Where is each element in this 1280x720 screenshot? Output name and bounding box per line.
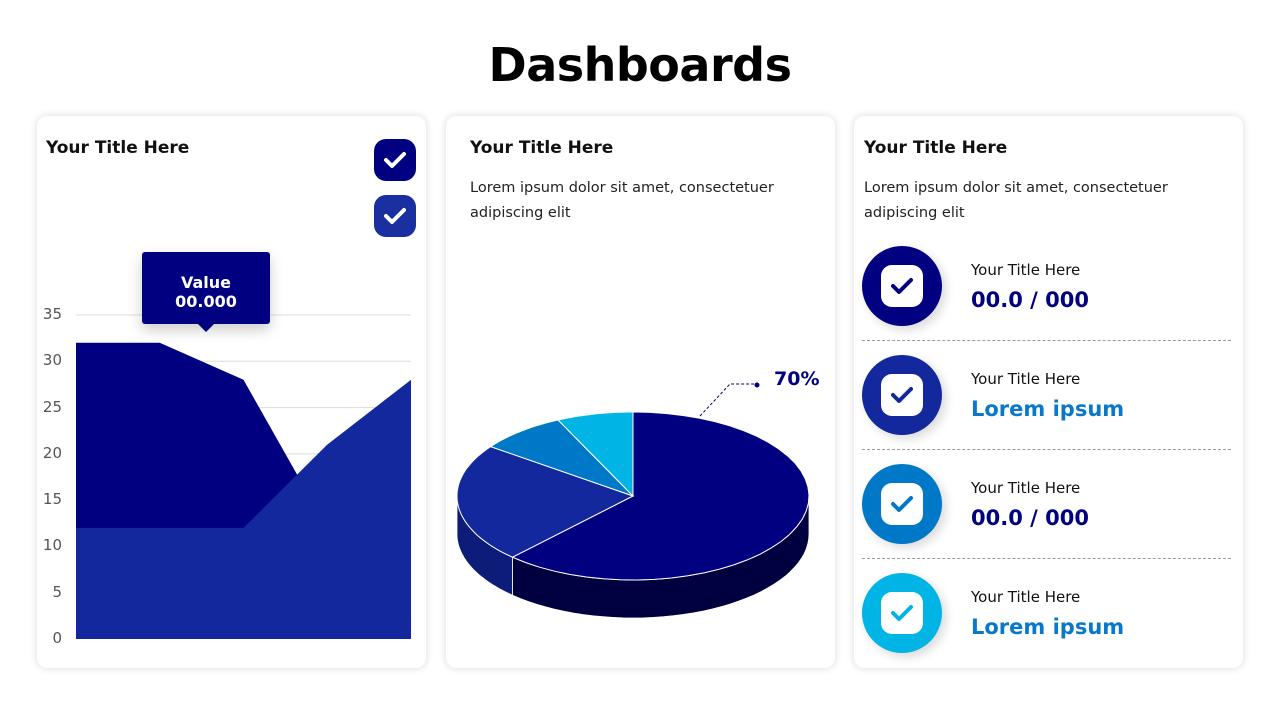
- tooltip-value: 00.000: [175, 292, 237, 311]
- area-series-2: [76, 379, 411, 639]
- stat-title: Your Title Here: [971, 370, 1081, 388]
- stat-item: Your Title Here 00.0 / 000: [862, 464, 1232, 544]
- value-tooltip: Value 00.000: [142, 252, 270, 332]
- y-tick-label: 10: [42, 536, 62, 555]
- callout-leader-line: [699, 383, 757, 417]
- callout-dot: [754, 382, 760, 388]
- card-title: Your Title Here: [46, 138, 190, 158]
- y-tick-label: 25: [42, 397, 62, 416]
- checkbox-square: [881, 483, 923, 525]
- checkbox-2[interactable]: [374, 195, 416, 237]
- divider: [862, 558, 1231, 559]
- divider: [862, 340, 1231, 341]
- check-icon: [384, 152, 406, 168]
- pie-slice-3: [489, 419, 634, 497]
- checkbox-square: [881, 374, 923, 416]
- pie-slice-4: [557, 411, 634, 498]
- card-description: Lorem ipsum dolor sit amet, consectetuer…: [470, 180, 774, 221]
- stat-value: 00.0 / 000: [971, 288, 1089, 312]
- y-tick-label: 15: [42, 490, 62, 509]
- tooltip-label: Value: [180, 273, 232, 292]
- status-badge: [862, 355, 942, 435]
- stat-item: Your Title Here 00.0 / 000: [862, 246, 1232, 326]
- stat-title: Your Title Here: [971, 261, 1081, 279]
- stat-title: Your Title Here: [971, 588, 1081, 606]
- checkbox-square: [881, 265, 923, 307]
- stat-value: Lorem ipsum: [971, 397, 1125, 421]
- stat-item: Your Title Here Lorem ipsum: [862, 355, 1232, 435]
- check-icon: [891, 387, 913, 403]
- stat-title: Your Title Here: [971, 479, 1081, 497]
- check-icon: [384, 208, 406, 224]
- check-icon: [891, 496, 913, 512]
- y-tick-label: 0: [52, 629, 62, 647]
- pie-callout-label: 70%: [774, 368, 820, 390]
- checkbox-1[interactable]: [374, 139, 416, 181]
- status-badge: [862, 573, 942, 653]
- status-badge: [862, 464, 942, 544]
- check-icon: [891, 605, 913, 621]
- pie-slice-1: [511, 411, 810, 581]
- check-icon: [891, 278, 913, 294]
- status-badge: [862, 246, 942, 326]
- divider: [862, 449, 1231, 450]
- card-description: Lorem ipsum dolor sit amet, consectetuer…: [864, 180, 1168, 221]
- y-tick-label: 5: [52, 582, 62, 601]
- stat-value: 00.0 / 000: [971, 506, 1089, 530]
- card-title: Your Title Here: [470, 138, 614, 158]
- stat-item: Your Title Here Lorem ipsum: [862, 573, 1232, 653]
- y-tick-label: 20: [42, 443, 62, 462]
- y-tick-label: 35: [42, 305, 62, 323]
- page-title: Dashboards: [488, 38, 792, 92]
- y-tick-label: 30: [42, 351, 62, 370]
- stat-value: Lorem ipsum: [971, 615, 1125, 639]
- checkbox-square: [881, 592, 923, 634]
- card-title: Your Title Here: [864, 138, 1008, 158]
- pie-slice-2: [456, 446, 635, 558]
